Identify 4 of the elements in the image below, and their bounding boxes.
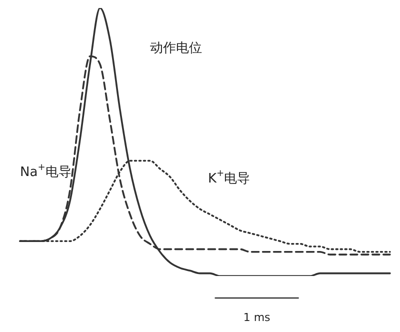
series-label: Na+电导 <box>20 162 72 180</box>
text: 1 ms <box>243 310 271 324</box>
text: 动作电位 <box>150 41 202 56</box>
series-label: K+电导 <box>208 169 250 186</box>
